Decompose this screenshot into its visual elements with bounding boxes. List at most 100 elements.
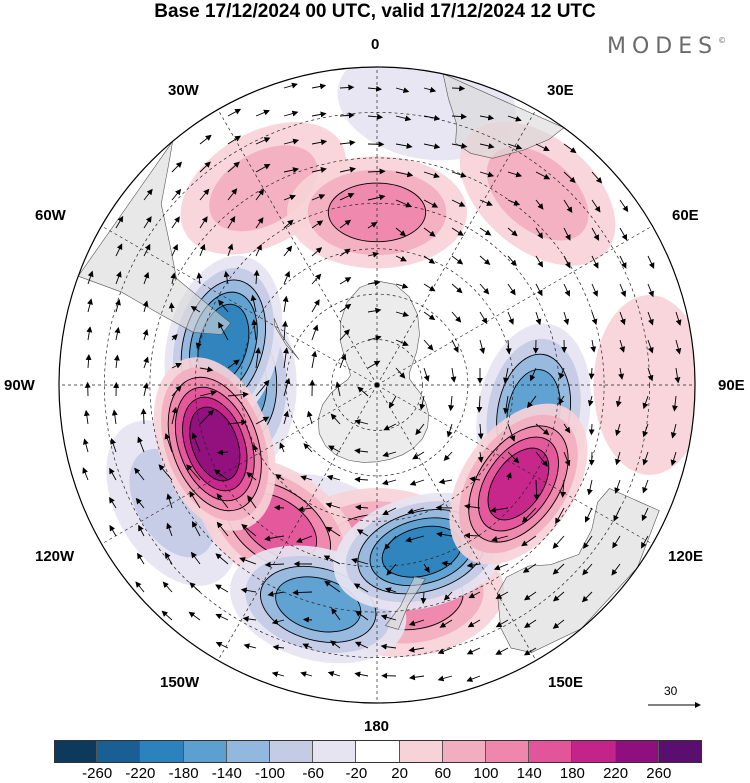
- wind-vector: [507, 255, 517, 267]
- wind-vector: [171, 243, 178, 257]
- wind-vector: [367, 113, 384, 120]
- wind-vector: [423, 563, 430, 574]
- wind-vector: [451, 283, 463, 294]
- wind-vector: [199, 366, 214, 373]
- lon-label-150w: 150W: [160, 674, 200, 691]
- wind-vector: [196, 272, 203, 285]
- lon-label-60w: 60W: [35, 207, 66, 224]
- wind-vector: [491, 535, 509, 542]
- wind-vector: [354, 448, 369, 454]
- wind-vector: [535, 311, 542, 326]
- meridian-line: [376, 225, 653, 386]
- wind-vector: [158, 464, 173, 481]
- wind-vector: [327, 671, 341, 677]
- colorbar-tick-label: -140: [211, 765, 242, 782]
- wind-vector: [495, 647, 509, 655]
- wind-vector: [273, 504, 285, 511]
- wind-vector: [215, 584, 229, 593]
- lon-label-60e: 60E: [672, 207, 699, 224]
- wind-vector: [563, 171, 576, 183]
- wind-vector: [253, 269, 260, 285]
- colorbar-tick-label: -60: [302, 765, 325, 782]
- wind-vector: [521, 535, 537, 547]
- lon-label-90w: 90W: [4, 377, 35, 394]
- wind-vector: [115, 243, 123, 257]
- wind-vector: [507, 311, 514, 325]
- wind-vector: [591, 227, 600, 241]
- wind-vector: [563, 311, 570, 326]
- latitude-circle: [240, 248, 514, 522]
- wind-vector: [199, 161, 211, 173]
- reference-vector-label: 30: [664, 684, 678, 698]
- wind-vector: [670, 451, 677, 466]
- polar-map: [58, 66, 701, 708]
- wind-vector: [466, 675, 481, 682]
- wind-vector: [479, 255, 491, 266]
- colorbar-swatch: [97, 740, 141, 763]
- wind-vector: [552, 535, 565, 549]
- wind-vector: [339, 139, 356, 146]
- wind-vector: [199, 409, 214, 425]
- wind-vector: [311, 220, 324, 229]
- wind-vector: [590, 339, 597, 353]
- wind-vector: [217, 299, 229, 313]
- wind-vector: [227, 108, 242, 117]
- colorbar-tick-label: 220: [603, 765, 629, 782]
- wind-vector: [339, 303, 352, 313]
- wind-vector: [423, 199, 439, 208]
- wind-vector: [138, 524, 145, 537]
- wind-vector: [382, 451, 397, 458]
- south-pole-marker: [374, 382, 380, 388]
- wind-vector: [467, 619, 481, 628]
- wind-vector: [109, 467, 117, 481]
- wind-vector: [199, 390, 217, 397]
- wind-vector: [451, 85, 466, 92]
- wind-vector: [489, 506, 509, 513]
- wind-vector: [311, 166, 327, 173]
- wind-vector: [251, 319, 258, 341]
- wind-vector: [395, 142, 413, 149]
- wind-vector: [137, 552, 145, 565]
- meridian-line: [376, 384, 653, 545]
- wind-vector: [306, 410, 313, 425]
- wind-vector: [339, 329, 350, 341]
- wind-vector: [162, 581, 173, 593]
- wind-vector: [436, 531, 453, 538]
- wind-vector: [479, 283, 490, 295]
- wind-vector: [339, 277, 352, 285]
- wind-vector: [354, 419, 369, 425]
- wind-vector: [523, 647, 537, 656]
- wind-vector: [190, 305, 201, 313]
- wind-vector: [252, 444, 259, 453]
- wind-vector: [283, 110, 299, 117]
- wind-vector: [227, 391, 249, 398]
- wind-vector: [282, 320, 289, 341]
- wind-vector: [611, 563, 621, 576]
- wind-vector: [535, 227, 543, 239]
- wind-vector: [189, 490, 201, 509]
- lon-label-180: 180: [364, 718, 390, 735]
- wind-vector: [115, 271, 122, 285]
- wind-vector: [535, 423, 550, 436]
- wind-vector: [142, 382, 149, 397]
- wind-vector: [367, 307, 382, 314]
- wind-vector: [326, 474, 341, 481]
- wind-vector: [339, 193, 355, 201]
- wind-vector: [227, 161, 240, 173]
- lon-label-150e: 150E: [548, 674, 584, 691]
- wind-vector: [246, 471, 257, 481]
- wind-vector: [171, 216, 180, 229]
- wind-vector: [300, 475, 313, 481]
- wind-vector: [555, 507, 565, 525]
- wind-vector: [142, 329, 149, 341]
- wind-vector: [451, 199, 466, 207]
- wind-vector: [242, 616, 257, 622]
- lon-label-90e: 90E: [718, 377, 745, 394]
- wind-vector: [367, 251, 379, 258]
- colorbar-tick-label: 140: [516, 765, 542, 782]
- landmasses: [77, 73, 660, 653]
- wind-vector: [584, 507, 593, 523]
- wind-vector: [563, 227, 571, 241]
- wind-vector: [199, 134, 212, 145]
- lon-label-120w: 120W: [35, 548, 75, 565]
